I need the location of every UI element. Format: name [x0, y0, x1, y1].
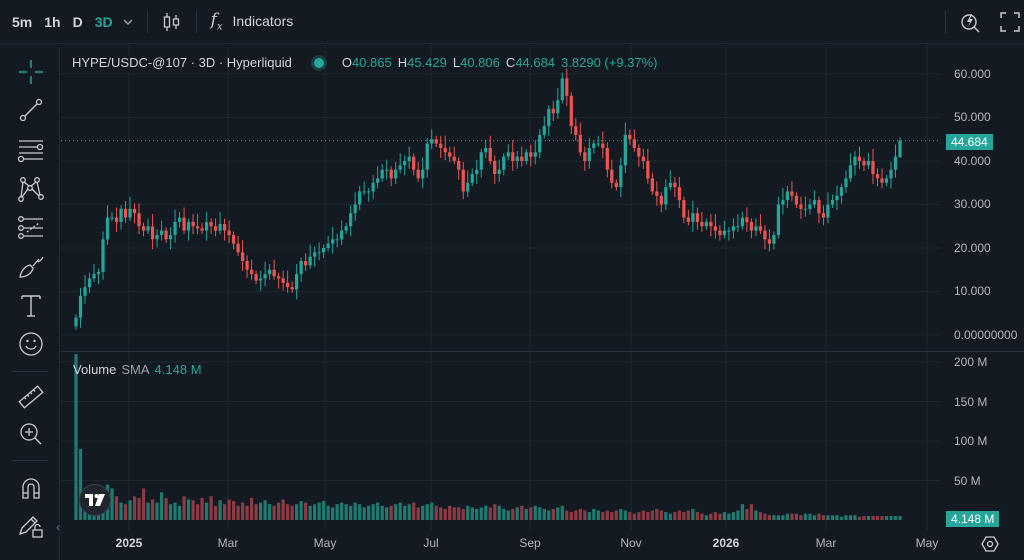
- open-label: O: [341, 55, 352, 70]
- close-value: 44.684: [515, 55, 556, 70]
- volume-tick: 50 M: [954, 474, 981, 488]
- lock-drawings-icon[interactable]: [14, 509, 48, 543]
- emoji-icon[interactable]: [14, 327, 48, 361]
- volume-tick: 150 M: [954, 395, 988, 409]
- text-icon[interactable]: [14, 289, 48, 323]
- candlestick-chart[interactable]: [61, 45, 941, 530]
- pattern-icon[interactable]: [14, 172, 48, 206]
- price-axis[interactable]: 60.000 50.000 40.000 30.000 20.000 10.00…: [941, 45, 1024, 530]
- top-right-controls: [945, 0, 1024, 44]
- sidebar-divider: [12, 460, 48, 461]
- time-tick: May: [313, 536, 337, 550]
- tradingview-logo[interactable]: [79, 484, 111, 516]
- low-value: 40.806: [460, 55, 500, 70]
- indicators-button[interactable]: fx Indicators: [211, 10, 294, 32]
- collapse-sidebar-icon[interactable]: ‹: [56, 520, 60, 534]
- fib-retracement-icon[interactable]: [14, 211, 48, 245]
- candlestick-icon[interactable]: [162, 11, 182, 33]
- timeframe-1h[interactable]: 1h: [44, 13, 61, 30]
- current-volume-tag: 4.148 M: [946, 511, 1000, 527]
- market-status-icon: [313, 57, 324, 68]
- price-tick: 0.00000000: [954, 328, 1018, 342]
- volume-label: Volume: [73, 362, 117, 377]
- quick-search-icon[interactable]: [960, 11, 982, 33]
- toolbar-divider: [195, 10, 197, 33]
- timeframe-5m[interactable]: 5m: [12, 13, 33, 30]
- top-toolbar: 5m 1h D 3D fx Indicators: [0, 0, 1024, 44]
- price-tick: 60.000: [954, 67, 991, 81]
- crosshair-icon[interactable]: [14, 55, 48, 89]
- symbol-legend: HYPE/USDC-@107 · 3D · Hyperliquid O 40.86…: [72, 55, 664, 70]
- time-tick: Sep: [519, 536, 541, 550]
- sma-label: SMA: [121, 362, 150, 377]
- high-label: H: [397, 55, 408, 70]
- time-tick: Jul: [423, 536, 439, 550]
- price-tick: 40.000: [954, 154, 991, 168]
- price-tick: 10.000: [954, 284, 991, 298]
- time-tick: 2026: [712, 536, 740, 550]
- fx-icon: fx: [210, 10, 223, 33]
- symbol-title[interactable]: HYPE/USDC-@107 · 3D · Hyperliquid: [72, 55, 292, 70]
- pane-divider[interactable]: [61, 351, 1024, 352]
- time-tick: Mar: [217, 536, 239, 550]
- price-tick: 50.000: [954, 110, 991, 124]
- high-value: 45.429: [407, 55, 447, 70]
- volume-tick: 200 M: [954, 355, 988, 369]
- time-tick: May: [915, 536, 939, 550]
- current-price-tag: 44.684: [946, 134, 993, 150]
- settings-hex-icon[interactable]: [981, 535, 999, 553]
- ruler-icon[interactable]: [14, 380, 48, 414]
- price-tick: 30.000: [954, 197, 991, 211]
- magnet-icon[interactable]: [14, 471, 48, 505]
- chevron-down-icon[interactable]: [123, 19, 133, 25]
- change-value: 3.8290 (+9.37%): [561, 55, 658, 70]
- open-value: 40.865: [351, 55, 392, 70]
- toolbar-divider: [146, 10, 148, 33]
- time-tick: 2025: [115, 536, 143, 550]
- time-tick: Mar: [815, 536, 837, 550]
- price-tick: 20.000: [954, 241, 991, 255]
- time-tick: Nov: [620, 536, 642, 550]
- price-chart[interactable]: [61, 45, 941, 530]
- zoom-in-icon[interactable]: [14, 417, 48, 451]
- timeframe-3d[interactable]: 3D: [94, 13, 113, 30]
- indicators-label: Indicators: [232, 13, 294, 30]
- timeframe-d[interactable]: D: [72, 13, 83, 30]
- close-label: C: [505, 55, 516, 70]
- fullscreen-icon[interactable]: [1000, 12, 1020, 32]
- volume-legend[interactable]: Volume SMA 4.148 M: [73, 362, 202, 377]
- toolbar-divider: [945, 11, 946, 33]
- time-axis[interactable]: 2025 Mar May Jul Sep Nov 2026 Mar May: [61, 530, 999, 560]
- brush-icon[interactable]: [14, 250, 48, 284]
- volume-sma-value: 4.148 M: [154, 362, 202, 377]
- low-label: L: [452, 55, 461, 70]
- volume-tick: 100 M: [954, 434, 988, 448]
- drawing-tools-sidebar: [0, 45, 60, 560]
- horizontal-lines-icon[interactable]: [14, 133, 48, 167]
- sidebar-divider: [12, 371, 48, 372]
- trend-line-icon[interactable]: [14, 93, 48, 127]
